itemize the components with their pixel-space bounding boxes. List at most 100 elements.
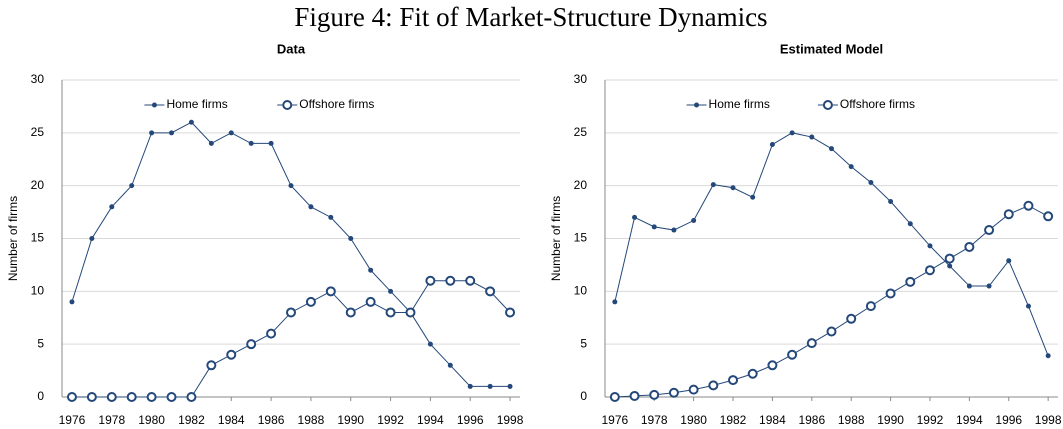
x-tick-label: 1986	[258, 413, 285, 427]
point	[427, 341, 433, 347]
panel-title: Estimated Model	[780, 41, 883, 56]
point	[348, 236, 354, 241]
y-tick-label: 5	[580, 336, 587, 350]
point	[612, 299, 618, 305]
x-tick-label: 1994	[956, 413, 983, 427]
point	[228, 130, 234, 136]
legend-label: Offshore firms	[299, 97, 374, 111]
point	[425, 275, 436, 286]
point	[188, 119, 194, 125]
point	[467, 383, 473, 389]
x-tick-label: 1996	[457, 413, 484, 427]
x-tick-label: 1988	[298, 413, 325, 427]
y-tick-label: 10	[31, 284, 45, 298]
point	[868, 179, 874, 185]
point	[1025, 303, 1031, 309]
x-tick-label: 1976	[601, 413, 628, 427]
y-tick-label: 25	[31, 125, 45, 139]
point	[308, 204, 314, 210]
point	[927, 243, 933, 249]
point	[730, 185, 736, 191]
point	[507, 383, 513, 389]
point	[907, 221, 913, 227]
series-line	[71, 280, 511, 398]
point	[822, 100, 833, 110]
point	[169, 130, 175, 136]
point	[109, 204, 115, 210]
point	[208, 140, 214, 146]
y-tick-label: 0	[580, 389, 587, 403]
point	[708, 380, 719, 391]
point	[405, 307, 416, 318]
point	[789, 130, 795, 136]
point	[1006, 258, 1012, 264]
point	[505, 307, 516, 318]
point	[166, 392, 177, 402]
x-tick-label: 1980	[680, 413, 707, 427]
x-tick-label: 1984	[218, 413, 245, 427]
point	[248, 140, 254, 146]
point	[151, 102, 157, 108]
point	[485, 286, 496, 297]
point	[1003, 209, 1014, 220]
point	[846, 313, 857, 324]
point	[345, 307, 356, 318]
point	[1045, 353, 1051, 359]
y-axis-label: Number of firms	[549, 196, 563, 281]
point	[447, 362, 453, 368]
x-tick-label: 1996	[995, 413, 1022, 427]
point	[282, 100, 293, 110]
y-tick-label: 25	[574, 125, 588, 139]
point	[146, 392, 157, 402]
point	[964, 241, 975, 252]
x-tick-label: 1998	[497, 413, 524, 427]
point	[126, 392, 137, 402]
point	[465, 275, 476, 286]
point	[848, 164, 854, 170]
point	[609, 392, 620, 402]
y-tick-label: 15	[31, 231, 45, 245]
point	[266, 328, 277, 339]
x-tick-label: 1998	[1035, 413, 1062, 427]
point	[305, 296, 316, 307]
point	[767, 360, 778, 371]
point	[325, 286, 336, 297]
point	[944, 253, 955, 264]
point	[710, 182, 716, 188]
point	[286, 307, 296, 318]
y-tick-label: 15	[574, 231, 588, 245]
point	[787, 349, 798, 360]
panel-title: Data	[277, 41, 306, 56]
point	[688, 384, 699, 395]
point	[905, 276, 916, 287]
series-line	[614, 205, 1049, 398]
point	[89, 236, 95, 241]
point	[888, 199, 894, 205]
point	[691, 218, 697, 224]
x-tick-label: 1986	[798, 413, 825, 427]
x-tick-label: 1990	[337, 413, 364, 427]
point	[206, 360, 217, 371]
point	[885, 288, 896, 299]
legend-label: Home firms	[166, 97, 227, 111]
x-tick-label: 1990	[877, 413, 904, 427]
point	[365, 296, 376, 307]
point	[728, 375, 739, 386]
point	[149, 130, 155, 136]
legend-label: Offshore firms	[840, 97, 915, 111]
point	[246, 339, 257, 350]
x-tick-label: 1980	[138, 413, 165, 427]
point	[924, 265, 935, 276]
point	[66, 392, 77, 402]
point	[632, 214, 638, 220]
point	[385, 307, 396, 318]
point	[226, 349, 237, 360]
point	[986, 283, 992, 289]
point	[966, 283, 972, 289]
point	[984, 225, 995, 236]
point	[649, 389, 660, 400]
series-line	[614, 132, 1049, 356]
point	[445, 275, 456, 286]
legend-label: Home firms	[709, 97, 770, 111]
